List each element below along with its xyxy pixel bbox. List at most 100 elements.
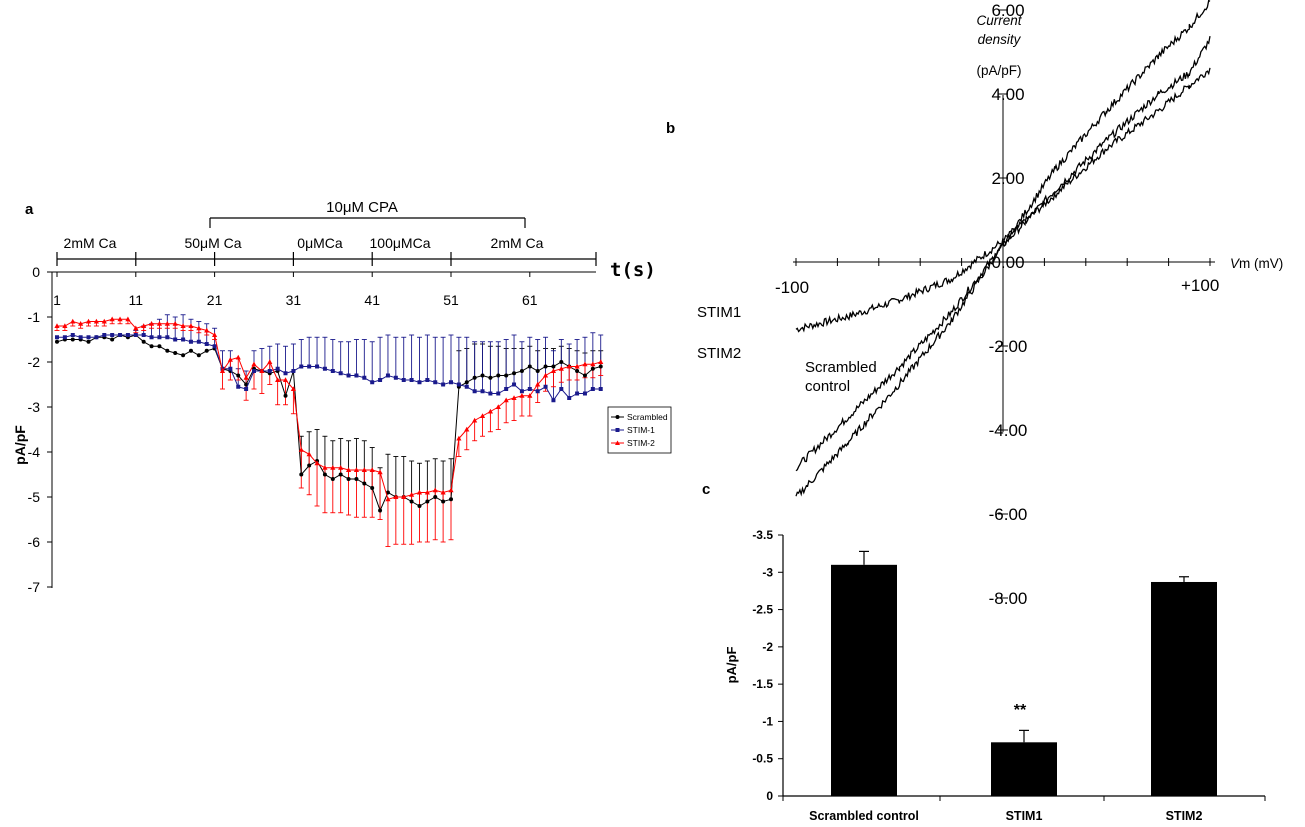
- data-point: [527, 392, 533, 398]
- data-point: [228, 366, 233, 371]
- data-point: [354, 477, 359, 481]
- data-point: [322, 464, 328, 470]
- trace-label: control: [805, 378, 850, 395]
- data-point: [307, 364, 312, 369]
- series-scrambled: [55, 333, 603, 513]
- y-tick-label: -1.5: [752, 677, 773, 691]
- error-bars-stim-1: [133, 314, 604, 401]
- significance-marker: **: [1014, 702, 1027, 719]
- y-tick-label: 0: [766, 789, 773, 803]
- data-point: [361, 467, 367, 472]
- data-point: [519, 389, 524, 394]
- iv-trace-scrambled-control: [795, 0, 1211, 497]
- data-point: [416, 489, 423, 495]
- data-point: [441, 499, 446, 504]
- series-line: [57, 334, 601, 402]
- data-point: [511, 395, 517, 400]
- condition-label: 50μM Ca: [184, 235, 241, 251]
- data-point: [204, 348, 209, 353]
- x-axis-label-italic: V: [1230, 256, 1241, 271]
- data-point: [165, 348, 170, 353]
- data-point: [370, 380, 375, 385]
- data-point: [582, 373, 587, 378]
- panel-b-letter: b: [666, 120, 675, 137]
- data-point: [118, 333, 123, 337]
- y-tick-label: -6.00: [989, 505, 1028, 524]
- data-point: [432, 487, 438, 493]
- data-point: [181, 337, 186, 342]
- x-tick-label: 11: [129, 292, 144, 308]
- data-point: [330, 369, 335, 373]
- series-line: [57, 318, 601, 500]
- y-tick-label: -3: [28, 399, 41, 415]
- x-ticks: 1 11 21 31 41 51 61: [53, 272, 538, 308]
- y-tick-label: 6.00: [991, 1, 1024, 20]
- data-point: [85, 318, 92, 324]
- data-point: [62, 323, 68, 328]
- legend-marker-stim2: [615, 440, 620, 445]
- data-point: [496, 391, 501, 396]
- panel-c: c -3.5 -3 -2.5 -2 -1.5 -1 -0.5 0 pA/pF Scramble…: [702, 481, 1266, 823]
- data-point: [479, 413, 486, 418]
- data-point: [62, 335, 67, 340]
- series-stim-2: [54, 316, 604, 502]
- data-point: [598, 387, 603, 391]
- data-point: [314, 460, 320, 466]
- data-point: [110, 333, 115, 337]
- data-point: [102, 333, 107, 337]
- data-point: [290, 386, 296, 391]
- data-point: [86, 339, 91, 344]
- data-point: [283, 371, 288, 376]
- data-point: [125, 333, 130, 337]
- data-point: [504, 387, 509, 391]
- data-point: [157, 344, 162, 349]
- data-point: [519, 369, 524, 373]
- data-point: [417, 504, 422, 508]
- condition-label: 2mM Ca: [64, 235, 117, 251]
- iv-traces: [795, 0, 1211, 497]
- x-ticks: [795, 258, 1211, 266]
- data-point: [543, 364, 548, 369]
- data-point: [298, 446, 304, 452]
- data-point: [527, 387, 532, 391]
- data-point: [307, 463, 312, 468]
- data-point: [78, 335, 83, 340]
- series-line: [56, 334, 601, 512]
- data-point: [164, 320, 170, 326]
- data-point: [157, 335, 162, 340]
- data-point: [575, 391, 580, 396]
- data-point: [338, 371, 343, 376]
- data-point: [173, 351, 178, 355]
- data-point: [125, 316, 131, 322]
- data-point: [409, 491, 415, 497]
- data-point: [393, 494, 399, 499]
- data-point: [354, 373, 359, 378]
- data-point: [480, 373, 485, 378]
- data-point: [456, 382, 461, 387]
- y-tick-label: -5: [28, 489, 41, 505]
- data-point: [204, 342, 209, 346]
- data-point: [54, 323, 60, 328]
- data-point: [575, 369, 580, 373]
- data-point: [196, 325, 202, 331]
- trace-label: Scrambled: [805, 359, 877, 376]
- data-point: [133, 333, 138, 337]
- trace-label: STIM1: [697, 304, 741, 321]
- data-point: [109, 316, 115, 322]
- iv-trace-stim1: [795, 67, 1211, 333]
- data-point: [464, 426, 470, 432]
- y-tick-label: -2.00: [989, 337, 1028, 356]
- data-point: [464, 384, 469, 389]
- bar: [831, 564, 897, 796]
- x-tick-label: 41: [364, 292, 380, 308]
- legend-marker-stim1: [615, 428, 620, 432]
- data-point: [94, 335, 99, 340]
- data-point: [141, 323, 147, 328]
- panel-a-letter: a: [25, 201, 34, 218]
- data-point: [504, 373, 509, 378]
- data-point: [574, 363, 580, 369]
- data-point: [503, 397, 509, 403]
- data-point: [440, 489, 446, 495]
- data-point: [93, 318, 99, 324]
- data-point: [282, 377, 289, 382]
